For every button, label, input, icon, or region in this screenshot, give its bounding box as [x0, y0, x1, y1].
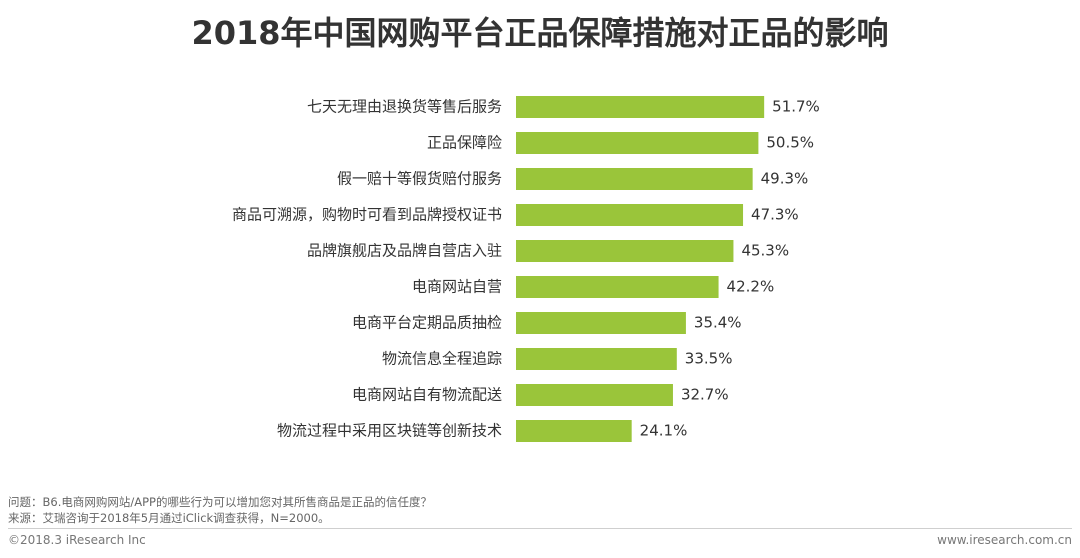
- value-label: 35.4%: [694, 314, 742, 332]
- category-label: 品牌旗舰店及品牌自营店入驻: [307, 242, 502, 260]
- bar: [516, 312, 686, 334]
- chart-notes: 问题：B6.电商网购网站/APP的哪些行为可以增加您对其所售商品是正品的信任度？…: [8, 494, 432, 526]
- chart-title: 2018年中国网购平台正品保障措施对正品的影响: [191, 14, 889, 52]
- bar: [516, 132, 759, 154]
- bar: [516, 96, 765, 118]
- survey-question: 问题：B6.电商网购网站/APP的哪些行为可以增加您对其所售商品是正品的信任度？: [8, 495, 432, 509]
- value-label: 51.7%: [772, 98, 820, 116]
- category-label: 电商网站自营: [412, 278, 502, 296]
- value-label: 33.5%: [685, 350, 733, 368]
- value-label: 24.1%: [640, 422, 688, 440]
- copyright-text: ©2018.3 iResearch Inc: [8, 533, 146, 547]
- value-label: 42.2%: [727, 278, 775, 296]
- bar: [516, 384, 673, 406]
- data-source: 来源：艾瑞咨询于2018年5月通过iClick调查获得，N=2000。: [8, 511, 330, 525]
- website-text: www.iresearch.com.cn: [937, 533, 1072, 547]
- category-label: 电商平台定期品质抽检: [352, 314, 502, 332]
- bar: [516, 168, 753, 190]
- bar: [516, 240, 734, 262]
- category-label: 正品保障险: [427, 134, 502, 152]
- bar: [516, 348, 677, 370]
- bar-chart: 七天无理由退换货等售后服务 51.7% 正品保障险 50.5% 假一赔十等假货赔付服务 4…: [232, 96, 820, 442]
- bar: [516, 204, 744, 226]
- value-label: 50.5%: [766, 134, 814, 152]
- footer-divider: [8, 528, 1072, 529]
- category-label: 物流过程中采用区块链等创新技术: [277, 422, 502, 440]
- category-label: 商品可溯源，购物时可看到品牌授权证书: [232, 206, 502, 224]
- value-label: 45.3%: [741, 242, 789, 260]
- category-label: 物流信息全程追踪: [382, 350, 502, 368]
- value-label: 47.3%: [751, 206, 799, 224]
- bar: [516, 420, 632, 442]
- category-label: 电商网站自有物流配送: [352, 386, 502, 404]
- category-label: 七天无理由退换货等售后服务: [307, 98, 502, 116]
- value-label: 49.3%: [761, 170, 809, 188]
- value-label: 32.7%: [681, 386, 729, 404]
- bar: [516, 276, 719, 298]
- category-label: 假一赔十等假货赔付服务: [337, 170, 502, 188]
